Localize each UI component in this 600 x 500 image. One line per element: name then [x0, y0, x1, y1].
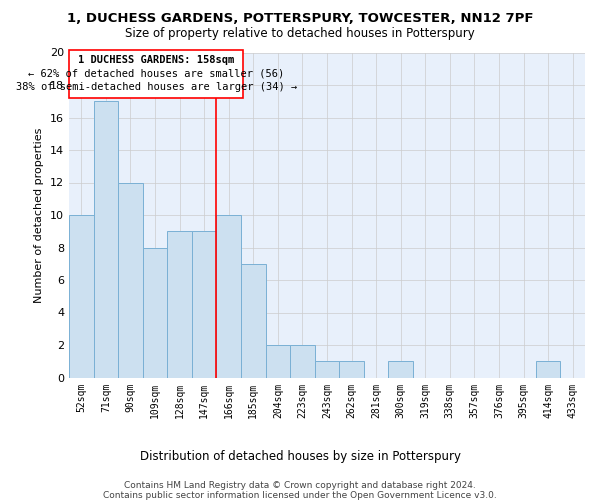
Bar: [167, 231, 192, 378]
Bar: [143, 248, 167, 378]
Text: Contains public sector information licensed under the Open Government Licence v3: Contains public sector information licen…: [103, 491, 497, 500]
Text: Distribution of detached houses by size in Potterspury: Distribution of detached houses by size …: [139, 450, 461, 463]
Bar: [241, 264, 266, 378]
Bar: [536, 361, 560, 378]
Bar: [266, 345, 290, 378]
Bar: [339, 361, 364, 378]
Bar: [290, 345, 315, 378]
Text: ← 62% of detached houses are smaller (56): ← 62% of detached houses are smaller (56…: [28, 68, 284, 78]
Text: 1, DUCHESS GARDENS, POTTERSPURY, TOWCESTER, NN12 7PF: 1, DUCHESS GARDENS, POTTERSPURY, TOWCEST…: [67, 12, 533, 26]
Bar: [192, 231, 217, 378]
FancyBboxPatch shape: [70, 50, 244, 98]
Text: Contains HM Land Registry data © Crown copyright and database right 2024.: Contains HM Land Registry data © Crown c…: [124, 481, 476, 490]
Bar: [315, 361, 339, 378]
Y-axis label: Number of detached properties: Number of detached properties: [34, 128, 44, 302]
Text: Size of property relative to detached houses in Potterspury: Size of property relative to detached ho…: [125, 28, 475, 40]
Bar: [217, 215, 241, 378]
Bar: [69, 215, 94, 378]
Text: 38% of semi-detached houses are larger (34) →: 38% of semi-detached houses are larger (…: [16, 82, 297, 92]
Text: 1 DUCHESS GARDENS: 158sqm: 1 DUCHESS GARDENS: 158sqm: [79, 55, 235, 65]
Bar: [118, 182, 143, 378]
Bar: [388, 361, 413, 378]
Bar: [94, 101, 118, 377]
